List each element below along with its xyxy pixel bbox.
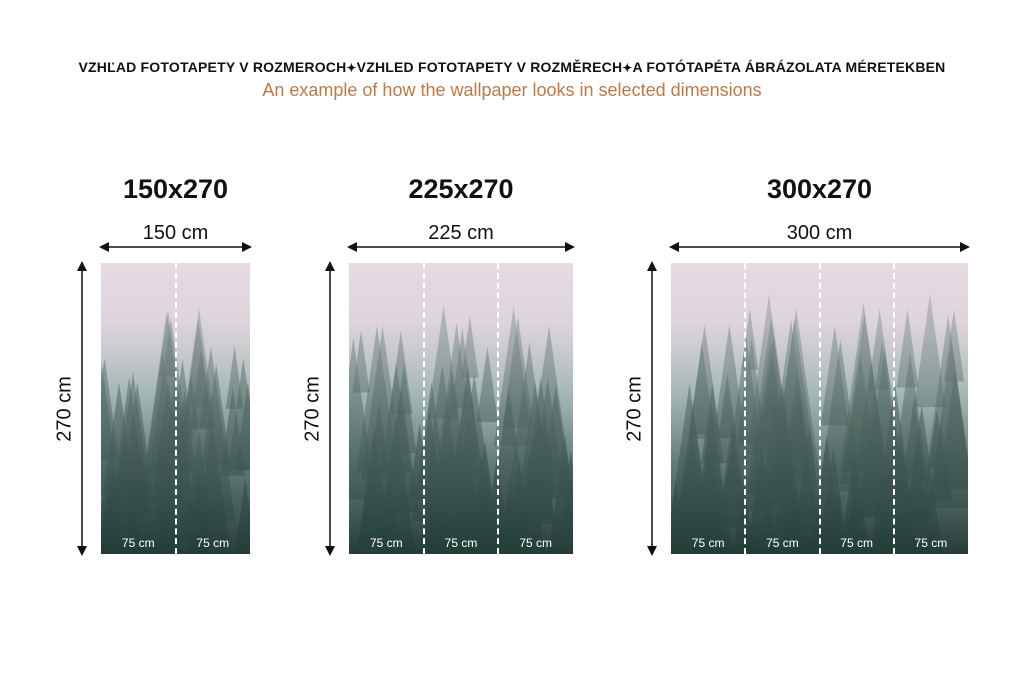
strip-width-label: 75 cm	[691, 536, 725, 550]
language-heading: VZHĽAD FOTOTAPETY V ROZMEROCH✦VZHLED FOT…	[0, 59, 1024, 75]
wallpaper-preview: 75 cm 75 cm	[101, 263, 250, 554]
height-arrow-icon	[325, 261, 335, 556]
width-label: 300 cm	[786, 222, 853, 244]
subtitle: An example of how the wallpaper looks in…	[262, 80, 762, 100]
strip-width-label: 75 cm	[121, 536, 155, 550]
forest-image	[101, 263, 250, 554]
strip-divider	[892, 263, 895, 554]
strip-width-label: 75 cm	[444, 536, 478, 550]
sparkle-icon: ✦	[622, 61, 633, 75]
forest-image	[671, 263, 968, 554]
heading-hu: A FOTÓTAPÉTA ÁBRÁZOLATA MÉRETEKBEN	[632, 59, 946, 75]
wallpaper-preview: 75 cm 75 cm 75 cm 75 cm	[671, 263, 968, 554]
width-arrow-icon	[99, 242, 252, 252]
height-label: 270 cm	[301, 375, 324, 442]
sparkle-icon: ✦	[346, 61, 357, 75]
strip-width-label: 75 cm	[369, 536, 403, 550]
strip-width-label: 75 cm	[196, 536, 230, 550]
forest-image	[349, 263, 573, 554]
strip-width-label: 75 cm	[914, 536, 948, 550]
strip-divider	[744, 263, 747, 554]
width-label: 225 cm	[428, 222, 494, 244]
heading-cz: VZHLED FOTOTAPETY V ROZMĚRECH	[356, 59, 623, 75]
strip-divider	[174, 263, 177, 554]
width-arrow-icon	[347, 242, 575, 252]
width-label: 150 cm	[142, 222, 209, 244]
height-arrow-icon	[647, 261, 657, 556]
strip-divider	[422, 263, 425, 554]
heading-sk: VZHĽAD FOTOTAPETY V ROZMEROCH	[78, 59, 347, 75]
size-title: 150x270	[122, 174, 229, 204]
height-arrow-icon	[77, 261, 87, 556]
strip-divider	[497, 263, 500, 554]
strip-width-label: 75 cm	[519, 536, 552, 550]
height-label: 270 cm	[623, 375, 646, 442]
size-title: 300x270	[766, 174, 873, 204]
height-label: 270 cm	[53, 375, 76, 442]
wallpaper-preview: 75 cm 75 cm 75 cm	[349, 263, 573, 554]
size-title: 225x270	[408, 174, 514, 204]
strip-divider	[818, 263, 821, 554]
strip-width-label: 75 cm	[840, 536, 873, 550]
strip-width-label: 75 cm	[766, 536, 799, 550]
width-arrow-icon	[669, 242, 970, 252]
